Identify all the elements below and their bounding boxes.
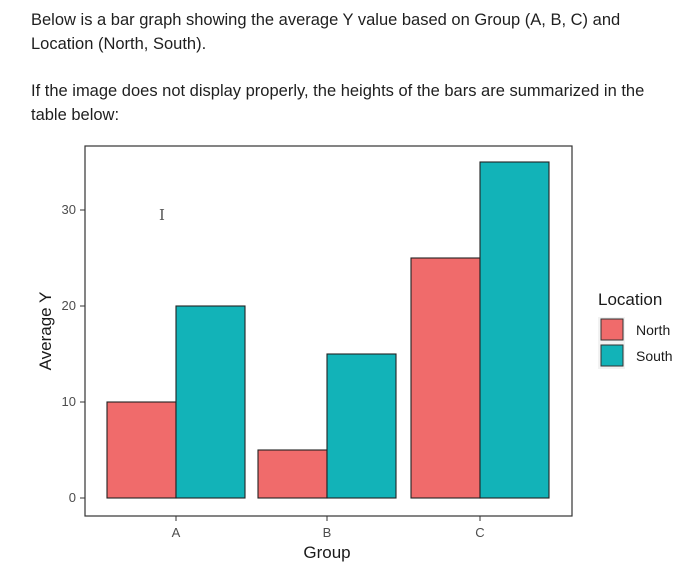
bar-north-b: [257, 449, 328, 499]
bar-north-c: [410, 257, 481, 499]
y-axis-title: Average Y: [36, 292, 55, 371]
y-tick-label: 30: [62, 202, 76, 217]
x-tick-label: A: [172, 525, 181, 540]
x-tick-label: B: [323, 525, 332, 540]
legend-title: Location: [598, 290, 662, 309]
legend: Location North South: [598, 290, 673, 369]
legend-label-south: South: [636, 348, 673, 364]
x-tick-label: C: [475, 525, 484, 540]
legend-label-north: North: [636, 322, 670, 338]
y-tick-label: 10: [62, 394, 76, 409]
bar-south-a: [175, 305, 246, 499]
y-tick-label: 0: [69, 490, 76, 505]
legend-swatch-south: [600, 344, 624, 367]
question-text: Below is a bar graph showing the average…: [31, 8, 681, 127]
intro-paragraph-2: If the image does not display properly, …: [31, 82, 645, 124]
bar-south-b: [326, 353, 397, 499]
intro-paragraph-1: Below is a bar graph showing the average…: [31, 11, 621, 53]
bar-north-a: [106, 401, 177, 499]
x-axis-title: Group: [303, 543, 350, 562]
y-tick-label: 20: [62, 298, 76, 313]
bar-south-c: [479, 161, 550, 499]
legend-swatch-north: [600, 318, 624, 341]
cursor-annotation: I: [159, 206, 165, 224]
